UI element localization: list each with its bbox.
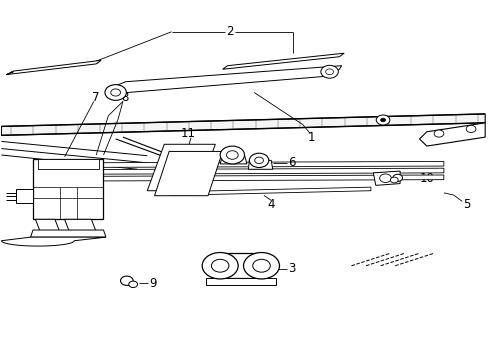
Circle shape [433, 130, 443, 137]
Polygon shape [6, 72, 14, 75]
Text: 9: 9 [149, 277, 157, 290]
Circle shape [325, 69, 333, 75]
Circle shape [465, 125, 475, 132]
Text: 1: 1 [307, 131, 315, 144]
Text: 11: 11 [181, 127, 196, 140]
Polygon shape [1, 114, 484, 135]
Polygon shape [64, 168, 443, 174]
Circle shape [392, 174, 402, 181]
Circle shape [254, 157, 263, 163]
Circle shape [380, 118, 385, 122]
Polygon shape [64, 161, 443, 167]
Polygon shape [6, 60, 101, 75]
Polygon shape [171, 187, 370, 195]
Circle shape [249, 153, 268, 167]
Polygon shape [220, 155, 246, 164]
Text: 2: 2 [226, 25, 233, 38]
Circle shape [375, 115, 389, 125]
Circle shape [211, 259, 228, 272]
Polygon shape [64, 219, 96, 232]
Circle shape [379, 174, 390, 183]
Polygon shape [30, 230, 106, 237]
Circle shape [252, 259, 270, 272]
Polygon shape [64, 175, 443, 181]
Circle shape [202, 252, 238, 279]
Text: 10: 10 [419, 172, 433, 185]
Circle shape [320, 65, 338, 78]
Text: 6: 6 [287, 156, 295, 169]
Polygon shape [38, 158, 99, 169]
Circle shape [220, 146, 244, 164]
Polygon shape [16, 189, 33, 203]
Polygon shape [33, 158, 103, 219]
Polygon shape [106, 66, 341, 94]
Circle shape [111, 89, 120, 96]
Circle shape [243, 252, 279, 279]
Text: 5: 5 [462, 198, 470, 211]
Polygon shape [205, 278, 276, 285]
Circle shape [226, 151, 238, 159]
Text: 7: 7 [92, 91, 100, 104]
Text: 8: 8 [122, 91, 129, 104]
Polygon shape [147, 144, 215, 191]
Polygon shape [372, 171, 399, 185]
Polygon shape [154, 152, 222, 196]
Circle shape [128, 281, 137, 288]
Text: 3: 3 [287, 262, 295, 275]
Circle shape [105, 85, 126, 100]
Polygon shape [419, 123, 484, 146]
Polygon shape [1, 237, 106, 246]
Circle shape [389, 177, 397, 183]
Polygon shape [248, 160, 272, 169]
Polygon shape [222, 53, 344, 69]
Polygon shape [220, 253, 261, 278]
Polygon shape [35, 219, 60, 232]
Circle shape [120, 276, 133, 285]
Text: 4: 4 [267, 198, 274, 211]
